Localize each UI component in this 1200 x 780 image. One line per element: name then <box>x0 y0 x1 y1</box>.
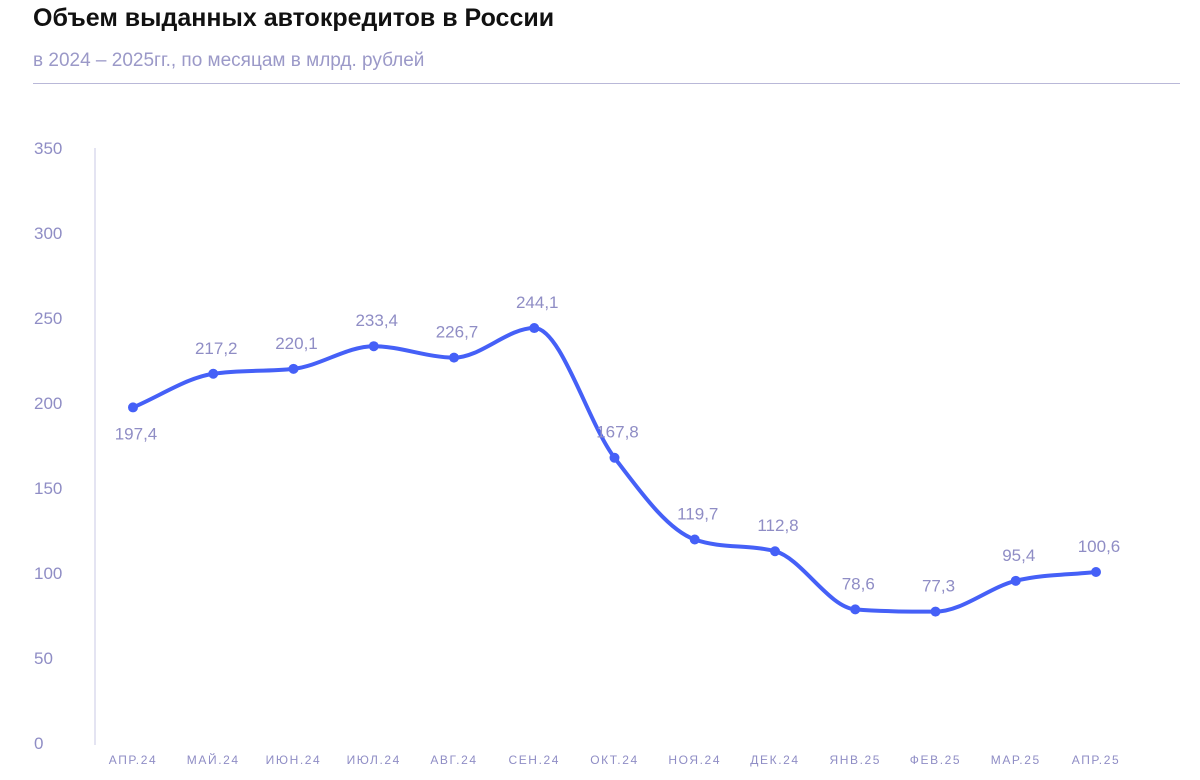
data-label: 197,4 <box>115 424 158 443</box>
data-point <box>930 606 941 617</box>
y-tick-label: 0 <box>34 734 43 753</box>
data-label: 233,4 <box>355 311 398 330</box>
x-tick-label: АВГ.24 <box>430 753 477 767</box>
x-tick-label: ФЕВ.25 <box>910 753 961 767</box>
x-tick-label: ОКТ.24 <box>590 753 639 767</box>
data-point <box>449 352 459 363</box>
x-tick-label: МАЙ.24 <box>187 752 240 767</box>
x-tick-label: АПР.24 <box>109 753 158 767</box>
data-point <box>529 323 540 334</box>
data-point <box>288 363 299 374</box>
data-label: 220,1 <box>275 334 318 353</box>
series-volume <box>131 326 1098 614</box>
data-label: 112,8 <box>757 516 798 535</box>
y-tick-label: 150 <box>34 479 62 498</box>
data-label: 244,1 <box>516 293 559 312</box>
chart-subtitle: в 2024 – 2025гг., по месяцам в млрд. руб… <box>33 50 425 71</box>
y-tick-label: 50 <box>34 649 53 668</box>
data-point <box>770 546 780 557</box>
data-label: 119,7 <box>677 505 718 524</box>
y-tick-label: 300 <box>34 224 62 243</box>
x-tick-label: ИЮН.24 <box>266 753 322 767</box>
data-point <box>609 452 620 463</box>
data-point <box>689 534 700 545</box>
x-tick-label: ДЕК.24 <box>750 753 799 767</box>
x-tick-label: СЕН.24 <box>508 753 560 767</box>
x-tick-label: МАР.25 <box>991 753 1041 767</box>
data-point <box>1091 566 1101 577</box>
data-labels: 197,4 217,2 220,1 233,4 226,7 244,1 167,8 119,7… <box>115 293 1121 596</box>
y-tick-label: 100 <box>34 564 62 583</box>
header-divider <box>33 83 1180 84</box>
chart-title: Объем выданных автокредитов в России <box>33 4 555 32</box>
data-label: 167,8 <box>596 423 639 442</box>
y-tick-label: 200 <box>34 394 62 413</box>
y-axis: 0 50 100 150 200 250 300 350 <box>34 139 96 753</box>
data-label: 100,6 <box>1078 537 1121 556</box>
x-tick-label: АПР.25 <box>1072 753 1121 767</box>
data-label: 217,2 <box>195 339 238 358</box>
x-tick-label: ИЮЛ.24 <box>347 753 401 767</box>
data-point <box>850 604 861 615</box>
data-point <box>208 368 219 379</box>
data-point <box>368 341 379 352</box>
series-line <box>131 326 1098 614</box>
data-point <box>1010 575 1021 586</box>
data-label: 77,3 <box>922 577 955 596</box>
x-tick-label: НОЯ.24 <box>668 753 721 767</box>
data-point <box>128 402 138 413</box>
y-tick-label: 250 <box>34 309 62 328</box>
data-label: 78,6 <box>842 574 875 593</box>
y-tick-label: 350 <box>34 139 62 158</box>
data-points <box>128 323 1101 617</box>
x-tick-label: ЯНВ.25 <box>829 753 881 767</box>
x-axis: АПР.24 МАЙ.24 ИЮН.24 ИЮЛ.24 АВГ.24 СЕН.24 ОКТ.… <box>109 752 1121 767</box>
data-label: 226,7 <box>436 323 479 342</box>
data-label: 95,4 <box>1002 546 1035 565</box>
